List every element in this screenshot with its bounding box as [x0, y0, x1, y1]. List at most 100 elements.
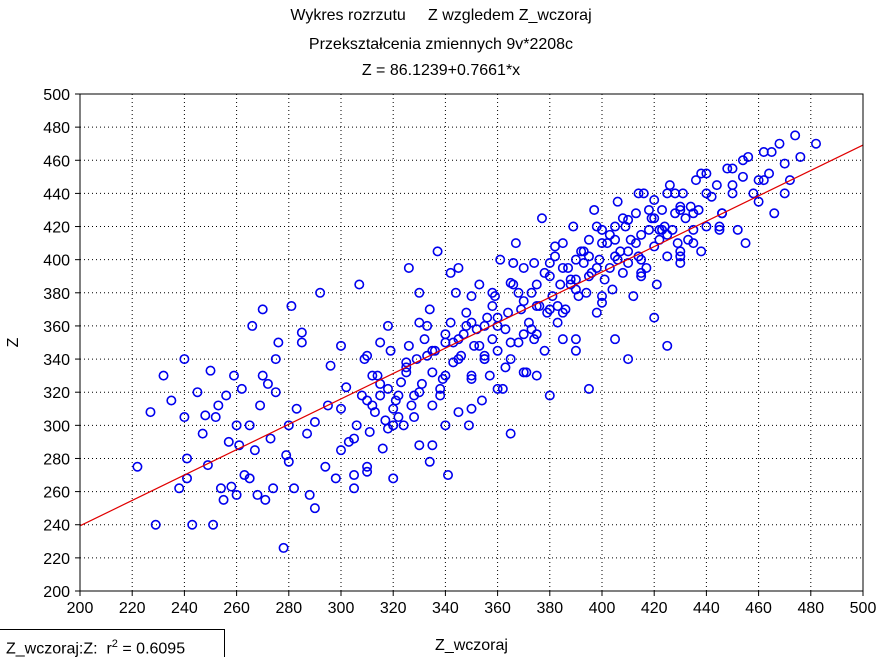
scatter-point — [662, 340, 673, 351]
scatter-point — [208, 519, 219, 530]
scatter-point — [536, 213, 547, 224]
chart-subtitle: Przekształcenia zmiennych 9v*2208c — [308, 36, 574, 53]
y-tick-label: 480 — [43, 120, 70, 137]
x-tick-label: 260 — [223, 600, 250, 617]
scatter-point — [617, 213, 628, 224]
scatter-point — [424, 304, 435, 315]
x-tick-label: 340 — [432, 600, 459, 617]
scatter-point — [453, 354, 464, 365]
scatter-point — [325, 360, 336, 371]
y-tick-label: 260 — [43, 485, 70, 502]
r-squared-box: Z_wczoraj:Z: r2 = 0.6095 — [0, 629, 225, 657]
scatter-point — [255, 400, 266, 411]
scatter-point — [244, 473, 255, 484]
scatter-point — [557, 307, 568, 318]
scatter-point — [205, 365, 216, 376]
scatter-point — [550, 241, 561, 252]
scatter-point — [283, 456, 294, 467]
scatter-point — [375, 337, 386, 348]
scatter-point — [273, 337, 284, 348]
scatter-point — [252, 489, 263, 500]
scatter-point — [150, 519, 161, 530]
scatter-point — [289, 483, 300, 494]
scatter-point — [236, 383, 247, 394]
scatter-point — [565, 274, 576, 285]
scatter-point — [505, 277, 516, 288]
scatter-point — [403, 340, 414, 351]
scatter-point — [349, 433, 360, 444]
scatter-point — [657, 204, 668, 215]
scatter-point — [213, 400, 224, 411]
scatter-point — [335, 445, 346, 456]
y-tick-label: 360 — [43, 319, 70, 336]
grid-lines — [80, 94, 863, 591]
scatter-point — [510, 238, 521, 249]
scatter-point — [578, 246, 589, 257]
scatter-point — [270, 387, 281, 398]
scatter-point — [382, 320, 393, 331]
scatter-point — [427, 367, 438, 378]
chart-title: Wykres rozrzutu Z wzgledem Z_wczoraj — [0, 6, 882, 26]
scatter-point — [711, 180, 722, 191]
scatter-point — [440, 370, 451, 381]
scatter-point — [714, 221, 725, 232]
scatter-point — [260, 494, 271, 505]
scatter-point — [330, 473, 341, 484]
x-tick-label: 240 — [171, 600, 198, 617]
scatter-point — [158, 370, 169, 381]
scatter-point — [630, 238, 641, 249]
y-axis-label: Z — [5, 337, 22, 347]
scatter-point — [636, 254, 647, 265]
scatter-point — [440, 420, 451, 431]
scatter-point — [531, 370, 542, 381]
scatter-point — [667, 224, 678, 235]
scatter-point — [675, 201, 686, 212]
scatter-point — [531, 279, 542, 290]
scatter-point — [466, 317, 477, 328]
scatter-point — [450, 287, 461, 298]
scatter-point — [688, 238, 699, 249]
scatter-point — [505, 337, 516, 348]
scatter-point — [380, 415, 391, 426]
scatter-point — [690, 175, 701, 186]
scatter-point — [362, 461, 373, 472]
x-axis-ticks: 200 220 240 260 280 300 320 340 360 380 400 420 440 4… — [67, 591, 876, 617]
scatter-point — [461, 307, 472, 318]
scatter-point — [182, 453, 193, 464]
scatter-point — [187, 519, 198, 530]
scatter-point — [309, 417, 320, 428]
scatter-point — [487, 301, 498, 312]
x-tick-label: 480 — [797, 600, 824, 617]
scatter-point — [604, 262, 615, 273]
scatter-point — [610, 221, 621, 232]
scatter-point — [492, 383, 503, 394]
scatter-point — [672, 238, 683, 249]
scatter-point — [427, 440, 438, 451]
scatter-point — [604, 229, 615, 240]
scatter-point — [210, 412, 221, 423]
scatter-point — [649, 213, 660, 224]
scatter-point — [570, 345, 581, 356]
scatter-point — [388, 403, 399, 414]
scatter-point — [526, 287, 537, 298]
y-tick-label: 500 — [43, 87, 70, 104]
scatter-point — [557, 262, 568, 273]
scatter-point — [675, 246, 686, 257]
scatter-point — [599, 274, 610, 285]
scatter-point — [234, 440, 245, 451]
scatter-point — [351, 420, 362, 431]
scatter-point — [649, 241, 660, 252]
scatter-point — [409, 412, 420, 423]
scatter-point — [335, 403, 346, 414]
scatter-point — [406, 400, 417, 411]
scatter-point — [427, 400, 438, 411]
scatter-point — [630, 208, 641, 219]
scatter-point — [411, 354, 422, 365]
scatter-point — [398, 420, 409, 431]
scatter-point — [774, 138, 785, 149]
scatter-point — [591, 262, 602, 273]
scatter-point — [231, 489, 242, 500]
scatter-point — [523, 317, 534, 328]
scatter-point — [362, 466, 373, 477]
scatter-point — [727, 180, 738, 191]
